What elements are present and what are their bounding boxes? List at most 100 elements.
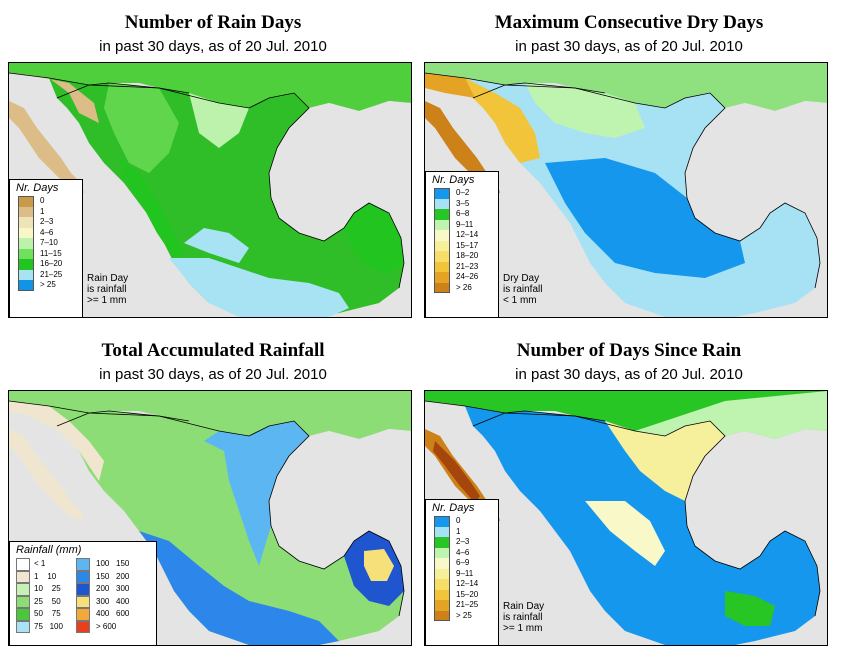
legend-swatch xyxy=(16,558,30,571)
since-rain-legend: Nr. Days 0 1 2–3 4–6 6–9 9–11 12–14 15–20 21–25 >… xyxy=(425,499,499,645)
legend-label: 21–25 xyxy=(456,600,479,609)
region-baja-dark xyxy=(433,441,480,503)
legend-label: 75 100 xyxy=(34,621,63,631)
since-rain-map: Nr. Days 0 1 2–3 4–6 6–9 9–11 12–14 15–20 21–25 >… xyxy=(424,390,828,646)
legend-item: 4–6 xyxy=(426,547,498,558)
legend-label: 12–14 xyxy=(456,579,479,588)
legend-label: > 26 xyxy=(456,282,472,292)
legend-label: 16–20 xyxy=(40,259,63,268)
legend-swatch xyxy=(434,230,450,241)
legend-item: 1 10 150 200 xyxy=(10,570,156,583)
legend-swatch xyxy=(18,217,34,228)
legend-label: 300 400 xyxy=(96,596,130,606)
legend-label: 200 300 xyxy=(96,584,130,593)
legend-swatch xyxy=(16,608,30,621)
panel-subtitle: in past 30 days, as of 20 Jul. 2010 xyxy=(99,38,327,55)
dry-days-note: Dry Day is rainfall < 1 mm xyxy=(503,273,543,306)
legend-item: 16–20 xyxy=(10,259,82,270)
legend-label: 3–5 xyxy=(456,198,470,208)
legend-item: 12–14 xyxy=(426,230,498,241)
region-yucatan xyxy=(344,203,404,273)
legend-swatch xyxy=(76,620,90,633)
legend-item: 21–25 xyxy=(426,600,498,611)
panel-title: Total Accumulated Rainfall xyxy=(101,340,325,361)
legend-swatch xyxy=(76,583,90,596)
legend-label: 21–23 xyxy=(456,261,479,271)
legend-label: 1 xyxy=(40,206,45,216)
legend-label: 21–25 xyxy=(40,269,63,279)
rainfall-legend: Rainfall (mm) < 1 100 150 1 10 150 200 10 25… xyxy=(9,541,157,645)
legend-swatch xyxy=(18,259,34,270)
legend-item: 6–8 xyxy=(426,209,498,220)
legend-swatch xyxy=(434,251,450,262)
border-line xyxy=(472,82,606,99)
legend-item: > 25 xyxy=(10,280,82,291)
legend-label: 0 xyxy=(456,516,461,525)
legend-item: 0–2 xyxy=(426,188,498,199)
legend-label: 2–3 xyxy=(456,537,470,546)
legend-swatch xyxy=(434,547,450,558)
gulf-mexico xyxy=(685,101,827,317)
region-chihuahua xyxy=(104,83,179,173)
land-mexico-mainland xyxy=(49,406,404,645)
legend-item: 1 xyxy=(10,206,82,217)
gulf-california xyxy=(453,103,525,185)
land-usa xyxy=(425,63,827,111)
legend-swatch xyxy=(434,589,450,600)
land-usa xyxy=(9,391,411,439)
legend-label: 7–10 xyxy=(40,238,58,247)
panel-subtitle: in past 30 days, as of 20 Jul. 2010 xyxy=(515,366,743,383)
legend-swatch xyxy=(76,558,90,571)
legend-item: 50 75 400 600 xyxy=(10,608,156,621)
legend-label: 0 xyxy=(40,196,45,205)
panel-title: Number of Days Since Rain xyxy=(516,340,742,361)
legend-item: 21–23 xyxy=(426,261,498,272)
legend-swatch xyxy=(18,206,34,217)
legend-label: 150 200 xyxy=(96,571,130,581)
legend-item: 11–15 xyxy=(10,248,82,259)
legend-label: 6–8 xyxy=(456,209,470,218)
border-line xyxy=(472,410,606,427)
legend-item: 10 25 200 300 xyxy=(10,583,156,596)
legend-swatch xyxy=(434,219,450,230)
legend-label: > 600 xyxy=(96,621,117,631)
gulf-california xyxy=(37,431,109,513)
legend-label: 400 600 xyxy=(96,609,130,618)
legend-label: 24–26 xyxy=(456,272,479,281)
legend-swatch xyxy=(18,280,34,291)
legend-swatch xyxy=(434,568,450,579)
legend-label: 11–15 xyxy=(40,248,62,258)
region-central-blue xyxy=(545,158,745,278)
legend-label: 9–11 xyxy=(456,219,474,229)
region-north-yellow xyxy=(605,421,725,501)
legend-item: 4–6 xyxy=(10,227,82,238)
region-central-light xyxy=(585,501,665,566)
region-northwest-dry xyxy=(9,401,104,481)
legend-label: 4–6 xyxy=(456,547,470,557)
border-line xyxy=(56,82,190,99)
legend-title: Nr. Days xyxy=(432,502,475,514)
rainfall-map: Rainfall (mm) < 1 100 150 1 10 150 200 10 25… xyxy=(8,390,412,646)
legend-swatch xyxy=(434,261,450,272)
region-sonora xyxy=(425,73,540,163)
coastline xyxy=(425,400,821,617)
region-sonora xyxy=(9,73,99,123)
region-sierra-blue xyxy=(204,421,309,566)
legend-item: > 26 xyxy=(426,282,498,293)
legend-swatch xyxy=(434,516,450,527)
legend-label: > 25 xyxy=(40,280,56,289)
legend-label: 9–11 xyxy=(456,568,474,578)
region-yucatan-high xyxy=(364,549,394,581)
legend-item: 3–5 xyxy=(426,198,498,209)
legend-title: Rainfall (mm) xyxy=(16,544,82,556)
legend-item: 2–3 xyxy=(10,217,82,228)
legend-label: 2–3 xyxy=(40,217,54,226)
legend-label: 15–17 xyxy=(456,240,479,250)
panel-title: Maximum Consecutive Dry Days xyxy=(494,12,764,33)
legend-item: 1 xyxy=(426,526,498,537)
land-baja xyxy=(425,101,500,193)
legend-rows: 0 1 2–3 4–6 6–9 9–11 12–14 15–20 21–25 > 25 xyxy=(426,516,498,621)
region-sierra-madre xyxy=(119,158,184,258)
legend-item: 18–20 xyxy=(426,251,498,262)
legend-swatch xyxy=(76,595,90,608)
